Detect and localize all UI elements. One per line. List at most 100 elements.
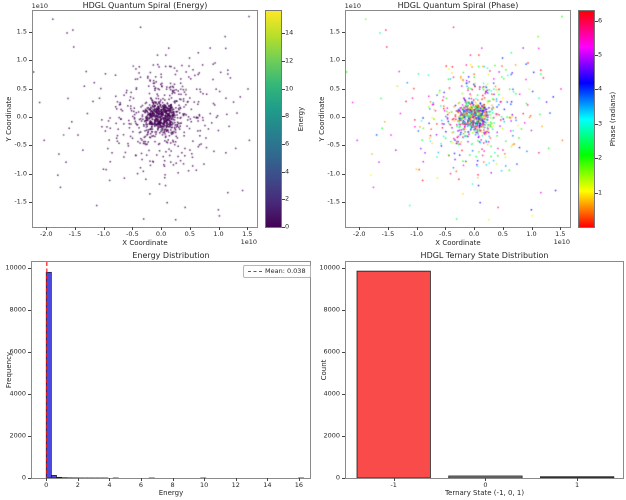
x-tick-label: -2.0: [39, 230, 53, 238]
y-tick-label: 1.5: [329, 27, 340, 36]
colorbar-tick-mark: [595, 123, 598, 125]
y-tick-label: 0.0: [329, 112, 340, 121]
x-axis-label-histogram: Energy: [158, 489, 184, 497]
x-tick-mark: [474, 227, 476, 230]
y-tick-label: -1.0: [327, 169, 340, 178]
x-axis-label-energy-scatter: X Coordinate: [122, 239, 168, 247]
x-tick-label: 0: [483, 481, 488, 489]
colorbar-tick-mark: [282, 227, 285, 228]
y-tick-mark: [342, 393, 345, 395]
x-tick-mark: [247, 227, 249, 230]
x-tick-mark: [204, 478, 206, 481]
y-tick-mark: [342, 145, 345, 147]
y-tick-mark: [29, 202, 32, 204]
ternary-bars: [356, 270, 615, 478]
x-tick-mark: [485, 478, 487, 481]
plot-title-energy-scatter: HDGL Quantum Spiral (Energy): [82, 1, 208, 10]
colorbar-tick-mark: [595, 55, 598, 57]
colorbar-tick-mark: [282, 60, 285, 62]
y-tick-mark: [342, 351, 345, 353]
y-tick-mark: [29, 88, 32, 90]
x-tick-label: -1.5: [381, 230, 395, 238]
y-tick-label: -0.5: [327, 140, 340, 149]
x-tick-label: 0: [44, 481, 49, 489]
y-tick-mark: [342, 60, 345, 62]
y-tick-mark: [28, 351, 31, 353]
colorbar-tick-label: 2: [598, 153, 603, 162]
colorbar-tick-label: 6: [285, 139, 290, 148]
y-tick-label: 8000: [323, 305, 340, 314]
plot-area-energy-histogram: [31, 261, 311, 479]
colorbar-tick-label: 6: [598, 16, 603, 25]
x-tick-label: 0.0: [155, 230, 167, 238]
x-tick-label: 1.5: [555, 230, 566, 238]
x-tick-mark: [109, 478, 111, 481]
energy-colorbar-label: Energy: [297, 106, 305, 132]
histogram-bars: [45, 262, 305, 478]
x-tick-mark: [416, 227, 418, 230]
colorbar-tick-mark: [282, 88, 285, 90]
y-tick-label: -1.0: [14, 169, 27, 178]
mean-line-legend-label: Mean: 0.038: [265, 267, 306, 275]
x-tick-label: 0.5: [497, 230, 508, 238]
y-tick-label: 2000: [323, 431, 340, 440]
y-tick-label: 0: [335, 473, 340, 482]
y-tick-mark: [29, 60, 32, 62]
y-tick-label: 4000: [323, 389, 340, 398]
colorbar-tick-mark: [595, 158, 598, 160]
x-tick-mark: [445, 227, 447, 230]
x-tick-mark: [359, 227, 361, 230]
y-tick-mark: [28, 478, 31, 479]
x-tick-label: 0.0: [468, 230, 480, 238]
y-tick-mark: [342, 267, 345, 269]
y-tick-label: 0.0: [16, 112, 27, 121]
x-tick-mark: [267, 478, 269, 481]
x-tick-label: 2: [75, 481, 80, 489]
colorbar-tick-mark: [595, 192, 598, 194]
x-tick-mark: [189, 227, 191, 230]
y-axis-label-histogram: Frequency: [5, 351, 13, 389]
y-tick-mark: [28, 267, 31, 269]
x-axis-label-phase-scatter: X Coordinate: [435, 239, 481, 247]
x-tick-mark: [46, 227, 48, 230]
x-axis-label-ternary: Ternary State (-1, 0, 1): [444, 489, 525, 497]
x-tick-label: 4: [107, 481, 112, 489]
y-tick-mark: [29, 31, 32, 33]
colorbar-tick-mark: [595, 89, 598, 91]
x-tick-mark: [172, 478, 174, 481]
y-tick-label: 1.5: [16, 27, 27, 36]
y-tick-label: 8000: [9, 305, 26, 314]
x-tick-label: -0.5: [126, 230, 139, 238]
y-tick-label: 4000: [9, 389, 26, 398]
x-tick-mark: [531, 227, 533, 230]
x-tick-mark: [77, 478, 79, 481]
x-tick-mark: [46, 478, 48, 481]
colorbar-tick-label: 8: [285, 111, 290, 120]
x-tick-mark: [560, 227, 562, 230]
x-tick-label: -0.5: [439, 230, 452, 238]
energy-scatter-points: [33, 11, 257, 227]
y-tick-label: 0.5: [16, 84, 27, 93]
x-tick-mark: [103, 227, 105, 230]
y-tick-mark: [28, 309, 31, 311]
x-tick-label: -1.5: [68, 230, 82, 238]
colorbar-tick-mark: [282, 33, 285, 35]
y-tick-mark: [342, 202, 345, 204]
plot-title-phase-scatter: HDGL Quantum Spiral (Phase): [397, 1, 519, 10]
x-tick-mark: [393, 478, 395, 481]
y-tick-label: -0.5: [14, 140, 27, 149]
y-tick-mark: [342, 173, 345, 175]
y-tick-label: 10000: [5, 263, 26, 272]
y-tick-label: 1.0: [329, 55, 340, 64]
plot-area-phase-scatter: [345, 10, 571, 228]
y-tick-mark: [342, 309, 345, 311]
y-tick-mark: [342, 31, 345, 33]
colorbar-tick-mark: [282, 199, 285, 201]
x-tick-label: -1.0: [410, 230, 423, 238]
mean-line-legend-swatch: [248, 271, 262, 272]
x-tick-mark: [218, 227, 220, 230]
colorbar-tick-mark: [282, 171, 285, 173]
